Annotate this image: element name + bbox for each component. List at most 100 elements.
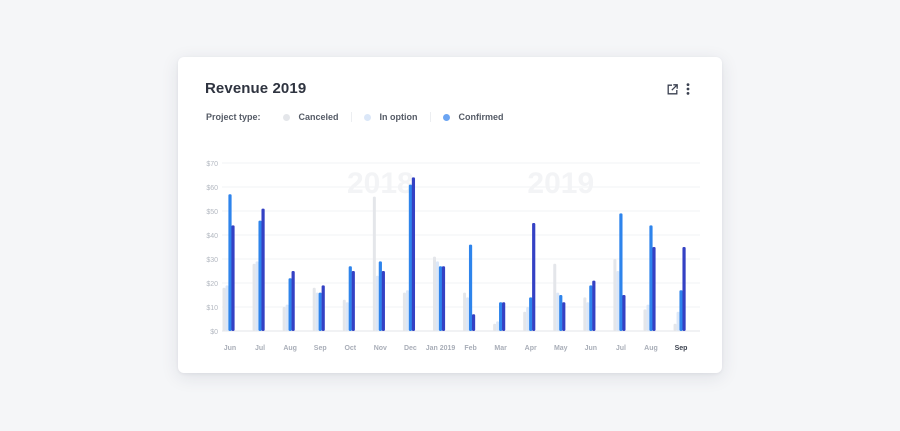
period-label: 2019 (527, 167, 594, 200)
bar (592, 280, 596, 331)
bar (378, 261, 382, 331)
more-options-button[interactable] (680, 81, 696, 97)
bar (673, 323, 677, 331)
bar (321, 285, 325, 331)
bar (375, 275, 379, 331)
legend-label-confirmed: Confirmed (458, 112, 504, 122)
bar (381, 271, 385, 331)
bar (441, 266, 446, 331)
bar (405, 290, 409, 331)
x-tick-label: Nov (374, 345, 387, 352)
bar (438, 266, 443, 331)
bar (222, 287, 226, 331)
y-tick-label: $50 (206, 209, 218, 216)
bar (583, 297, 587, 331)
bar (255, 261, 259, 331)
bar (225, 285, 229, 331)
x-tick-label: Jul (616, 345, 626, 352)
bar (315, 292, 319, 331)
legend-label-in-option: In option (379, 112, 418, 122)
bar (619, 213, 623, 331)
y-tick-label: $60 (206, 185, 218, 192)
bar (348, 266, 352, 331)
legend-label-canceled: Canceled (298, 112, 339, 122)
bar (523, 311, 527, 331)
x-tick-label: Jan 2019 (426, 345, 456, 352)
x-tick-label: Dec (404, 345, 417, 352)
bar (502, 302, 506, 331)
legend-dot-canceled (282, 113, 290, 121)
bar (679, 290, 683, 331)
bar (228, 194, 232, 331)
bar (285, 304, 289, 331)
x-tick-label: Aug (644, 345, 658, 352)
x-tick-label: Mar (494, 345, 507, 352)
x-tick-label: Jun (585, 345, 597, 352)
bar (471, 314, 476, 331)
bar (529, 297, 533, 331)
bar (493, 323, 497, 331)
bar (643, 309, 647, 331)
legend-item-in-option[interactable]: In option (350, 112, 430, 122)
bar (682, 247, 686, 331)
bar (496, 321, 500, 331)
bar (345, 302, 349, 331)
open-external-button[interactable] (664, 81, 680, 97)
x-tick-label: Sep (314, 345, 327, 352)
bar (649, 225, 653, 331)
bar (432, 256, 436, 331)
bar (408, 184, 413, 331)
legend-item-canceled[interactable]: Canceled (282, 112, 351, 122)
bar (402, 292, 406, 331)
bar (646, 304, 650, 331)
bar (231, 225, 235, 331)
legend-dot-in-option (363, 113, 371, 121)
bar (411, 177, 416, 331)
x-tick-label: Jun (224, 345, 236, 352)
bar (252, 263, 256, 331)
bar (372, 196, 376, 331)
bar (499, 302, 503, 331)
y-tick-label: $20 (206, 281, 218, 288)
y-tick-label: $10 (206, 305, 218, 312)
y-tick-label: $40 (206, 233, 218, 240)
bar (351, 271, 355, 331)
card-title: Revenue 2019 (205, 80, 307, 97)
bar (622, 295, 626, 331)
bar (556, 292, 560, 331)
legend-dot-confirmed (442, 113, 450, 121)
x-tick-label: Sep (675, 345, 688, 352)
bar (463, 292, 467, 331)
bar (613, 259, 617, 331)
revenue-card: Revenue 2019 Project type: Canceled In o… (178, 57, 722, 373)
bar (318, 292, 322, 331)
y-tick-label: $30 (206, 257, 218, 264)
x-tick-label: May (554, 345, 568, 352)
bar (589, 285, 593, 331)
period-label: 2018 (347, 167, 414, 200)
bar (261, 208, 265, 331)
x-tick-label: Jul (255, 345, 265, 352)
legend-title: Project type: (206, 112, 261, 122)
bar (342, 299, 346, 331)
open-external-icon (667, 83, 678, 94)
bar (291, 271, 295, 331)
bar (652, 247, 656, 331)
x-tick-label: Apr (525, 345, 537, 352)
revenue-bar-chart: $0 $10 $20 $30 $40 $50 $60 $70 2018 2019 Jun Jul Aug… (206, 161, 700, 352)
x-tick-label: Aug (283, 345, 297, 352)
bar (468, 244, 473, 331)
bar (288, 278, 292, 331)
bar (435, 261, 439, 331)
legend-item-confirmed[interactable]: Confirmed (429, 112, 516, 122)
bar (616, 271, 620, 331)
bar (676, 311, 680, 331)
bar (553, 263, 557, 331)
bar (526, 307, 530, 331)
bar (532, 223, 536, 331)
x-tick-label: Feb (464, 345, 476, 352)
bar (586, 302, 590, 331)
more-vertical-icon (686, 83, 690, 95)
bar (282, 307, 286, 331)
x-tick-label: Oct (344, 345, 356, 352)
